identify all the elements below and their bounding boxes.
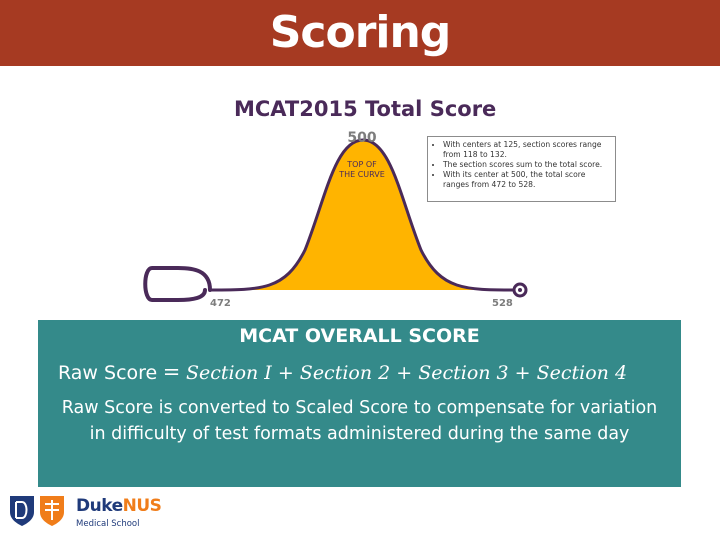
nus-shield-icon [40, 496, 64, 526]
note-item: With its center at 500, the total score … [443, 170, 611, 190]
notes-list: With centers at 125, section scores rang… [432, 140, 611, 190]
overall-score-panel: MCAT OVERALL SCORE Raw Score = Section I… [38, 320, 681, 487]
logo-wordmark: DukeNUS [76, 496, 162, 516]
note-item: With centers at 125, section scores rang… [443, 140, 611, 160]
notes-box: With centers at 125, section scores rang… [427, 136, 616, 202]
duke-shield-icon [10, 496, 34, 526]
figure-title: MCAT2015 Total Score [234, 97, 497, 121]
title-bar: Scoring [0, 0, 720, 66]
peak-score-label: 500 [347, 130, 377, 146]
min-score-label: 472 [210, 298, 231, 309]
stethoscope-tubing-icon [143, 266, 212, 302]
curve-fill [210, 140, 515, 290]
slide-title: Scoring [269, 7, 452, 58]
logo-duke-text: Duke [76, 496, 123, 516]
formula-terms: Section I + Section 2 + Section 3 + Sect… [185, 362, 628, 384]
duke-nus-logo: DukeNUS Medical School [8, 493, 178, 533]
logo-subtitle: Medical School [76, 519, 140, 529]
score-curve-figure [143, 138, 528, 302]
panel-heading: MCAT OVERALL SCORE [239, 325, 480, 347]
logo-nus-text: NUS [122, 496, 162, 516]
formula-equals: = [162, 360, 181, 384]
max-score-label: 528 [492, 298, 513, 309]
curve-line [209, 138, 516, 292]
chestpiece-center [518, 288, 522, 292]
raw-score-formula: Raw Score = Section I + Section 2 + Sect… [58, 360, 678, 385]
peak-note: TOP OF THE CURVE [339, 160, 385, 179]
note-item: The section scores sum to the total scor… [443, 160, 611, 170]
formula-label: Raw Score [58, 362, 158, 384]
panel-description: Raw Score is converted to Scaled Score t… [61, 398, 658, 444]
